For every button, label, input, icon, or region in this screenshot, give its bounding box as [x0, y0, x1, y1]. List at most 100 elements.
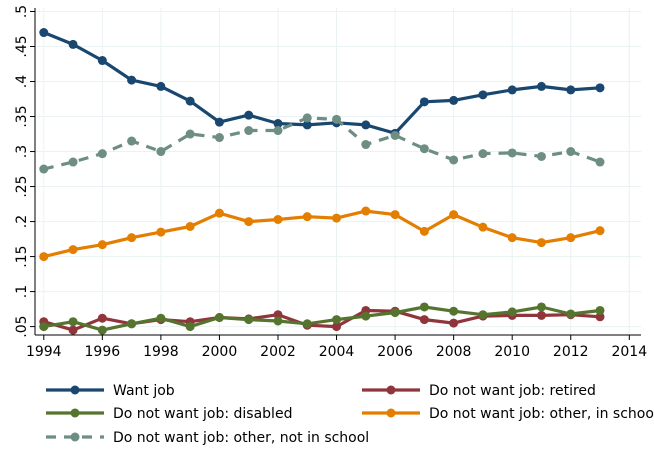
data-point [449, 306, 459, 316]
data-point [97, 325, 107, 335]
data-point [39, 322, 49, 332]
data-point [302, 319, 312, 329]
data-point [302, 212, 312, 222]
data-point [478, 310, 488, 320]
legend-entry: Do not want job: other, in school [362, 406, 654, 422]
y-tick-label: .45 [14, 35, 30, 57]
data-point [478, 222, 488, 232]
data-point [595, 226, 605, 236]
legend-swatch-marker [70, 432, 80, 442]
data-point [97, 149, 107, 159]
data-point [68, 325, 78, 335]
x-tick-label: 2010 [494, 344, 530, 360]
series-line [43, 209, 601, 259]
data-point [332, 213, 342, 223]
data-point [390, 308, 400, 318]
data-point [39, 164, 49, 174]
data-point [536, 302, 546, 312]
legend-swatch-marker [70, 408, 80, 418]
data-point [361, 311, 371, 321]
data-point [156, 313, 166, 323]
data-point [68, 317, 78, 327]
series-4 [39, 113, 605, 174]
series-line [43, 31, 601, 135]
data-point [566, 233, 576, 243]
y-tick-label: .35 [14, 105, 30, 127]
legend-entry: Do not want job: disabled [46, 406, 292, 422]
data-point [185, 129, 195, 139]
y-tick-label: .4 [14, 75, 30, 88]
data-point [478, 149, 488, 159]
data-point [449, 210, 459, 220]
data-point [566, 147, 576, 157]
data-point [273, 214, 283, 224]
x-tick-label: 2012 [553, 344, 589, 360]
data-point [185, 96, 195, 106]
legend: Want job Do not want job: retired Do not w… [46, 383, 654, 446]
data-point [156, 147, 166, 157]
data-point [332, 315, 342, 325]
data-point [244, 110, 254, 120]
data-point [507, 307, 517, 317]
data-point [185, 221, 195, 231]
data-point [214, 312, 224, 322]
x-tick-label: 2014 [611, 344, 647, 360]
x-tick-label: 2000 [202, 344, 238, 360]
legend-swatch-marker [386, 385, 396, 395]
data-point [478, 90, 488, 100]
data-point [214, 117, 224, 127]
data-point [244, 315, 254, 325]
data-point [390, 210, 400, 220]
series-3 [39, 206, 605, 262]
data-point [536, 310, 546, 320]
data-point [302, 113, 312, 123]
data-point [507, 85, 517, 95]
x-tick-label: 1994 [26, 344, 62, 360]
data-point [332, 322, 342, 332]
y-tick-label: .15 [14, 245, 30, 267]
axes [34, 8, 641, 336]
x-tick-labels: 1994 1996 1998 2000 2002 2004 2006 2008 2010 2012… [26, 335, 647, 360]
data-point [507, 148, 517, 158]
x-tick-label: 2008 [436, 344, 472, 360]
data-point [97, 56, 107, 66]
data-point [127, 136, 137, 146]
legend-entry: Want job [46, 383, 175, 399]
data-point [419, 144, 429, 154]
data-point [273, 310, 283, 320]
data-point [361, 120, 371, 130]
plot-background [35, 8, 641, 335]
legend-label: Do not want job: retired [429, 383, 596, 399]
y-tick-label: .25 [14, 175, 30, 197]
legend-swatch-marker [386, 408, 396, 418]
data-point [68, 39, 78, 49]
data-point [595, 312, 605, 322]
data-point [507, 233, 517, 243]
data-point [419, 315, 429, 325]
data-point [361, 140, 371, 150]
data-point [214, 133, 224, 143]
data-point [39, 252, 49, 262]
data-point [449, 318, 459, 328]
data-point [595, 157, 605, 167]
x-tick-label: 2004 [319, 344, 355, 360]
data-point [302, 120, 312, 130]
x-tick-label: 1998 [143, 344, 179, 360]
legend-label: Do not want job: disabled [113, 406, 292, 422]
data-point [127, 75, 137, 85]
data-point [39, 28, 49, 38]
data-point [127, 319, 137, 329]
data-point [419, 302, 429, 312]
data-point [536, 238, 546, 248]
data-point [214, 208, 224, 218]
data-point [419, 97, 429, 107]
data-point [97, 240, 107, 250]
x-tick-label: 2006 [377, 344, 413, 360]
legend-entry: Do not want job: retired [362, 383, 596, 399]
y-tick-labels: .05 .1 .15 .2 .25 .3 .35 .4 .45 .5 [14, 5, 35, 338]
y-tick-label: .2 [14, 215, 30, 228]
data-point [419, 226, 429, 236]
legend-entry: Do not want job: other, not in school [46, 430, 369, 446]
